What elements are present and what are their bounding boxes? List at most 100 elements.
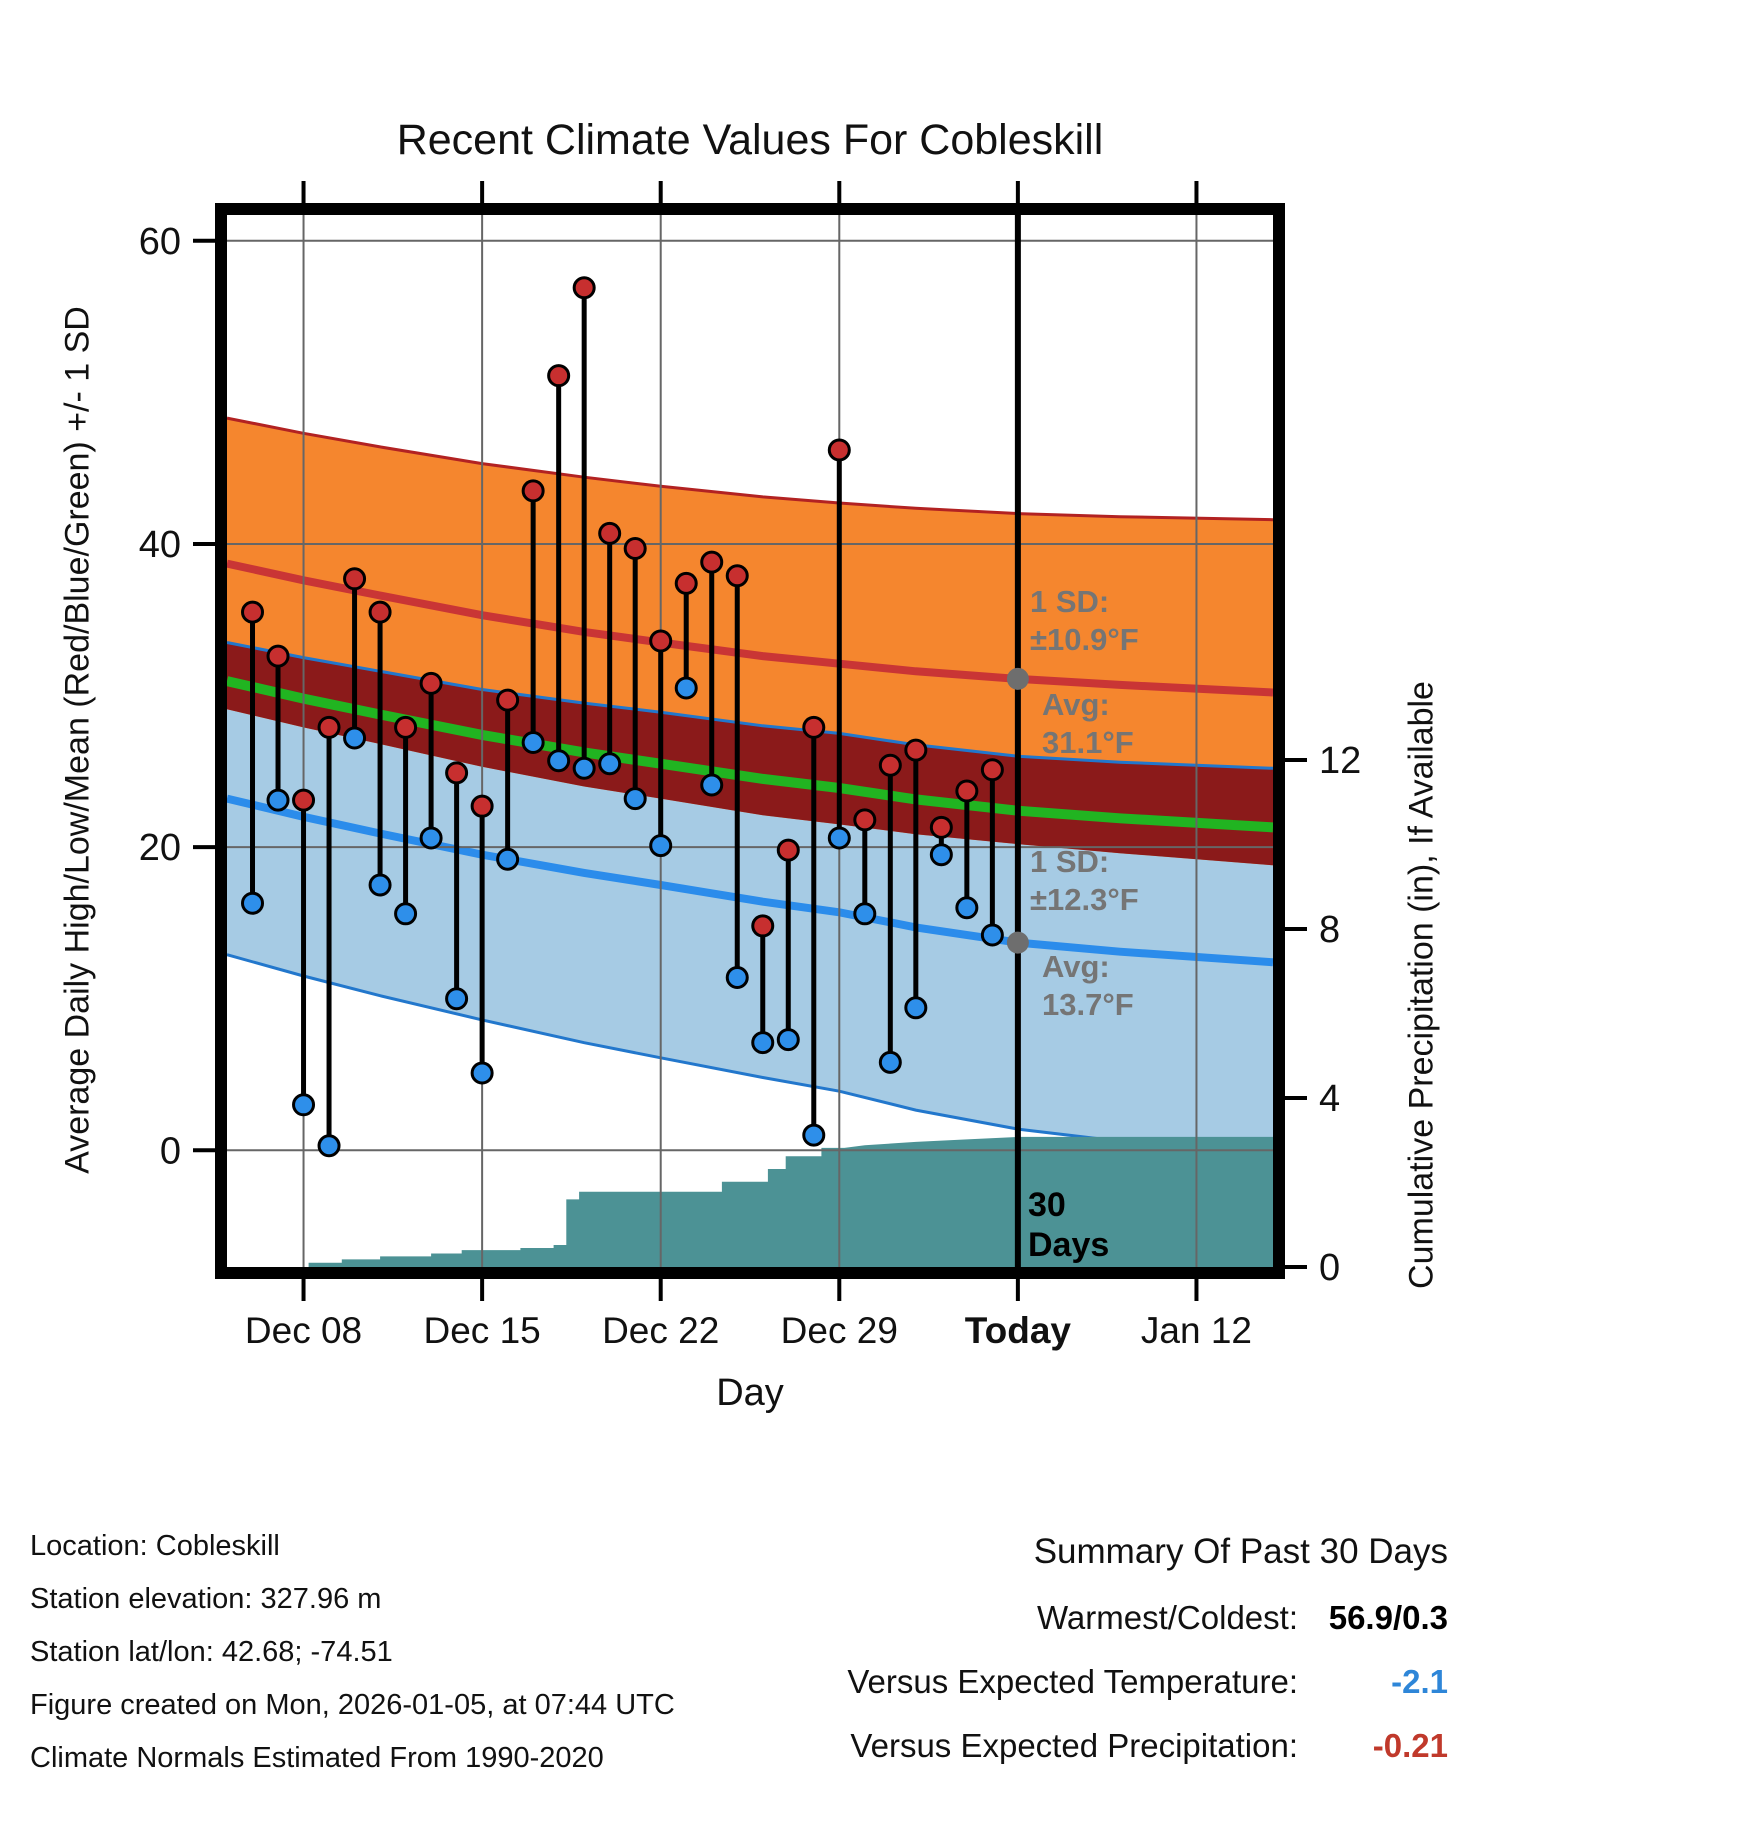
daily-low-dot xyxy=(623,787,647,811)
y-right-tick-label: 0 xyxy=(1319,1247,1340,1289)
daily-high-dot xyxy=(343,567,367,591)
summary-row-label: Warmest/Coldest: xyxy=(1036,1599,1298,1636)
y-right-tick-label: 4 xyxy=(1319,1078,1340,1120)
daily-low-dot xyxy=(445,987,469,1011)
annotation-line: ±12.3°F xyxy=(1030,882,1139,917)
chart-title: Recent Climate Values For Cobleskill xyxy=(396,116,1104,164)
daily-high-dot xyxy=(623,536,647,560)
x-tick-label: Dec 08 xyxy=(245,1310,362,1351)
x-tick-label: Dec 29 xyxy=(781,1310,898,1351)
high-band-top-edge xyxy=(226,416,1274,522)
daily-high-dot xyxy=(751,914,775,938)
summary-row: Versus Expected Temperature: -2.1 xyxy=(628,1650,1448,1714)
daily-low-dot xyxy=(521,731,545,755)
low-band-bottom-edge xyxy=(226,953,1274,1158)
summary-row-label: Versus Expected Precipitation: xyxy=(850,1727,1298,1764)
x-axis-label: Day xyxy=(716,1372,784,1414)
daily-low-dot xyxy=(955,896,979,920)
daily-high-dot xyxy=(802,715,826,739)
daily-high-dot xyxy=(904,738,928,762)
daily-high-dot xyxy=(572,276,596,300)
daily-low-dot xyxy=(776,1028,800,1052)
annotation-line: Avg: xyxy=(1042,949,1110,984)
avg-high-marker xyxy=(1006,667,1029,690)
station-latlon: Station lat/lon: 42.68; -74.51 xyxy=(30,1636,393,1668)
daily-high-dot xyxy=(368,600,392,624)
daily-low-dot xyxy=(853,902,877,926)
daily-high-dot xyxy=(521,479,545,503)
daily-high-dot xyxy=(547,364,571,388)
daily-low-dot xyxy=(547,749,571,773)
daily-low-dot xyxy=(929,843,953,867)
station-elevation: Station elevation: 327.96 m xyxy=(30,1583,382,1615)
daily-high-dot xyxy=(394,715,418,739)
daily-low-dot xyxy=(368,873,392,897)
figure-created-timestamp: Figure created on Mon, 2026-01-05, at 07… xyxy=(30,1689,675,1721)
daily-low-dot xyxy=(725,965,749,989)
daily-high-dot xyxy=(853,808,877,832)
daily-low-dot xyxy=(674,676,698,700)
daily-high-dot xyxy=(496,688,520,712)
daily-high-dot xyxy=(674,571,698,595)
summary-row-value: -0.21 xyxy=(1372,1727,1448,1764)
daily-high-dot xyxy=(419,671,443,695)
daily-low-dot xyxy=(700,773,724,797)
daily-low-dot xyxy=(827,826,851,850)
low-sd-annotation: 1 SD: ±12.3°F xyxy=(1030,843,1139,919)
daily-high-dot xyxy=(700,550,724,574)
annotation-line: Days xyxy=(1028,1226,1110,1264)
annotation-line: 30 xyxy=(1028,1186,1066,1224)
daily-low-dot xyxy=(394,902,418,926)
climate-normals-note: Climate Normals Estimated From 1990-2020 xyxy=(30,1742,604,1774)
daily-low-dot xyxy=(266,788,290,812)
daily-low-dot xyxy=(878,1050,902,1074)
daily-high-dot xyxy=(980,758,1004,782)
daily-high-dot xyxy=(317,715,341,739)
annotation-line: 1 SD: xyxy=(1030,844,1110,879)
daily-low-dot xyxy=(904,996,928,1020)
low-avg-annotation: Avg: 13.7°F xyxy=(1042,948,1134,1024)
daily-low-dot xyxy=(751,1031,775,1055)
daily-high-dot xyxy=(776,838,800,862)
annotation-line: 13.7°F xyxy=(1042,987,1134,1022)
x-tick-label: Dec 22 xyxy=(602,1310,719,1351)
plot-frame xyxy=(215,203,1285,1279)
y-left-tick-label: 20 xyxy=(139,827,181,869)
daily-high-dot xyxy=(598,521,622,545)
daily-low-dot xyxy=(241,891,265,915)
daily-high-dot xyxy=(445,761,469,785)
summary-row-label: Versus Expected Temperature: xyxy=(847,1663,1298,1700)
summary-title: Summary Of Past 30 Days xyxy=(1033,1532,1448,1571)
x-tick-label: Dec 15 xyxy=(424,1310,541,1351)
y-right-tick-label: 8 xyxy=(1319,909,1340,951)
y-left-tick-label: 40 xyxy=(139,524,181,566)
daily-high-dot xyxy=(827,438,851,462)
x-tick-label: Jan 12 xyxy=(1141,1310,1252,1351)
avg-low-line xyxy=(226,794,1274,967)
daily-low-dot xyxy=(419,826,443,850)
daily-high-dot xyxy=(725,564,749,588)
station-info: Location: Cobleskill Station elevation: … xyxy=(30,1520,675,1785)
summary-row: Warmest/Coldest: 56.9/0.3 xyxy=(628,1586,1448,1650)
daily-low-dot xyxy=(980,923,1004,947)
high-avg-annotation: Avg: 31.1°F xyxy=(1042,686,1134,762)
daily-high-dot xyxy=(241,600,265,624)
thirty-days-annotation: 30 Days xyxy=(1028,1185,1109,1265)
summary-row-value: 56.9/0.3 xyxy=(1328,1599,1448,1636)
summary-panel: Summary Of Past 30 Days Warmest/Coldest:… xyxy=(628,1532,1448,1778)
annotation-line: Avg: xyxy=(1042,687,1110,722)
annotation-line: 1 SD: xyxy=(1030,584,1110,619)
daily-low-dot xyxy=(802,1123,826,1147)
daily-high-dot xyxy=(955,779,979,803)
daily-low-dot xyxy=(470,1061,494,1085)
high-sd-annotation: 1 SD: ±10.9°F xyxy=(1030,583,1139,659)
daily-high-dot xyxy=(878,753,902,777)
daily-low-dot xyxy=(292,1093,316,1117)
daily-high-dot xyxy=(470,794,494,818)
daily-low-dot xyxy=(496,847,520,871)
summary-row-value: -2.1 xyxy=(1391,1663,1448,1700)
annotation-line: 31.1°F xyxy=(1042,725,1134,760)
daily-high-dot xyxy=(292,788,316,812)
